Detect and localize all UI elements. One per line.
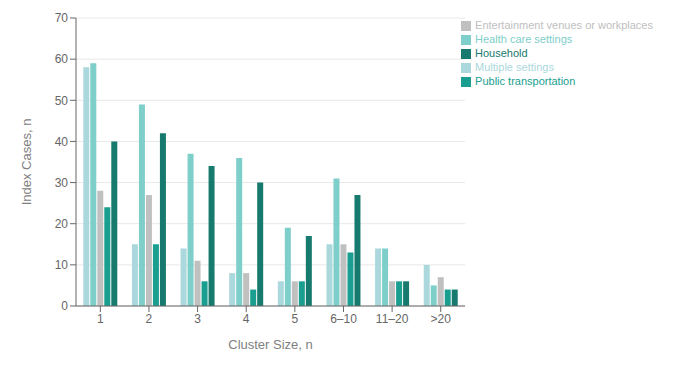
html-text:Health care settings: Health care settings bbox=[475, 33, 573, 45]
svg-text:>20: >20 bbox=[431, 312, 452, 326]
svg-text:60: 60 bbox=[55, 52, 69, 66]
svg-text:11–20: 11–20 bbox=[376, 312, 409, 326]
svg-text:50: 50 bbox=[55, 94, 69, 108]
svg-text:1: 1 bbox=[97, 312, 104, 326]
html-text:Multiple settings: Multiple settings bbox=[475, 61, 554, 73]
svg-text:30: 30 bbox=[55, 176, 69, 190]
html-text:Public transportation: Public transportation bbox=[475, 75, 576, 87]
svg-text:4: 4 bbox=[243, 312, 250, 326]
svg-text:5: 5 bbox=[292, 312, 299, 326]
html-text:Household: Household bbox=[475, 47, 528, 59]
svg-text:70: 70 bbox=[55, 11, 69, 25]
svg-text:6–10: 6–10 bbox=[330, 312, 357, 326]
svg-text:0: 0 bbox=[61, 299, 68, 313]
html-text:Entertainment venues or workpl: Entertainment venues or workplaces bbox=[475, 19, 653, 31]
svg-text:10: 10 bbox=[55, 258, 69, 272]
svg-text:40: 40 bbox=[55, 135, 69, 149]
svg-text:Index Cases, n: Index Cases, n bbox=[19, 119, 34, 206]
svg-text:2: 2 bbox=[146, 312, 153, 326]
svg-text:3: 3 bbox=[194, 312, 201, 326]
svg-text:20: 20 bbox=[55, 217, 69, 231]
svg-text:Cluster Size, n: Cluster Size, n bbox=[228, 337, 313, 352]
